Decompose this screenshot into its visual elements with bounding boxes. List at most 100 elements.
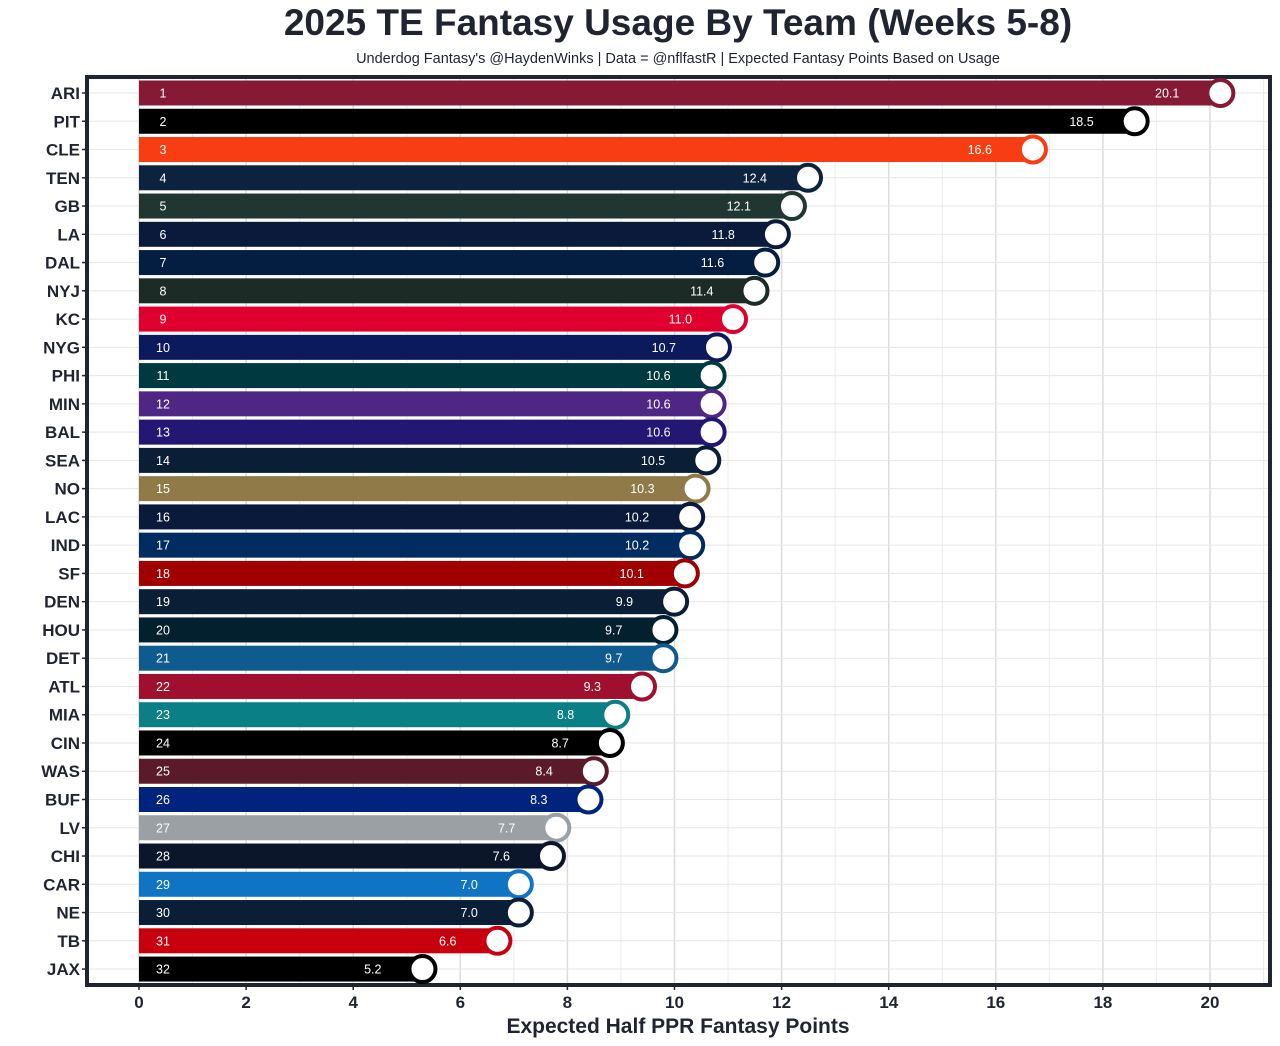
value-label: 9.9 (616, 595, 633, 609)
bar-chi (139, 843, 546, 869)
team-logo-icon (793, 162, 824, 193)
team-logo-icon (760, 219, 791, 250)
bar-lac (139, 504, 686, 530)
rank-label: 30 (156, 906, 170, 920)
team-label: LV (60, 819, 81, 838)
rank-label: 4 (160, 171, 167, 185)
team-logo-icon (701, 332, 732, 363)
team-logo-icon (573, 784, 604, 815)
team-logo-icon (776, 191, 807, 222)
x-tick-label: 20 (1201, 993, 1220, 1012)
team-logo-icon (680, 473, 711, 504)
rank-label: 26 (156, 793, 170, 807)
team-logo-icon (503, 897, 534, 928)
team-label: DET (46, 649, 81, 668)
rank-label: 32 (156, 963, 170, 977)
bar-phi (139, 363, 707, 389)
value-label: 8.7 (551, 736, 568, 750)
value-label: 12.4 (743, 171, 767, 185)
rank-label: 2 (160, 115, 167, 129)
value-label: 10.1 (620, 567, 644, 581)
bar-sea (139, 447, 702, 473)
team-label: TEN (46, 169, 80, 188)
rank-label: 5 (160, 200, 167, 214)
team-label: HOU (42, 621, 80, 640)
value-label: 11.8 (711, 228, 734, 242)
rank-label: 15 (156, 482, 170, 496)
x-tick-label: 16 (986, 993, 1005, 1012)
team-logo-icon (535, 841, 566, 872)
team-logo-icon (669, 558, 700, 589)
team-logo-icon (648, 614, 679, 645)
value-label: 10.6 (646, 426, 670, 440)
rank-label: 1 (160, 87, 167, 101)
value-label: 18.5 (1069, 115, 1093, 129)
value-label: 20.1 (1155, 87, 1179, 101)
team-logo-icon (718, 304, 749, 335)
team-logo-icon (696, 360, 727, 391)
value-label: 9.7 (605, 623, 622, 637)
team-label: LA (57, 225, 80, 244)
bar-hou (139, 617, 659, 643)
team-label: CLE (46, 141, 80, 160)
value-label: 9.3 (584, 680, 601, 694)
team-logo-icon (648, 643, 679, 674)
value-label: 10.7 (652, 341, 676, 355)
team-label: PIT (54, 112, 81, 131)
bar-ind (139, 532, 686, 558)
bar-tb (139, 928, 493, 954)
value-label: 7.0 (460, 906, 477, 920)
value-label: 11.6 (701, 256, 724, 270)
chart-title: 2025 TE Fantasy Usage By Team (Weeks 5-8… (283, 2, 1073, 43)
team-label: DAL (45, 254, 80, 273)
team-label: IND (51, 536, 80, 555)
value-label: 11.0 (669, 313, 692, 327)
rank-label: 22 (156, 680, 170, 694)
rank-label: 10 (156, 341, 170, 355)
team-label: GB (55, 197, 81, 216)
x-tick-label: 10 (665, 993, 684, 1012)
value-label: 8.4 (535, 765, 552, 779)
team-logo-icon (659, 586, 690, 617)
team-label: ATL (48, 677, 80, 696)
value-label: 7.7 (498, 821, 515, 835)
team-logo-icon (594, 727, 625, 758)
rank-label: 6 (160, 228, 167, 242)
team-logo-icon (739, 275, 770, 306)
value-label: 7.0 (460, 878, 477, 892)
team-logo-icon (407, 954, 438, 985)
bar-dal (139, 250, 761, 276)
rank-label: 29 (156, 878, 170, 892)
value-label: 10.6 (646, 369, 670, 383)
x-tick-label: 6 (456, 993, 465, 1012)
team-logo-icon (675, 501, 706, 532)
team-logo-icon (750, 247, 781, 278)
team-label: BAL (45, 423, 80, 442)
team-label: LAC (45, 508, 80, 527)
team-label: ARI (51, 84, 80, 103)
bar-la (139, 221, 771, 247)
value-label: 10.3 (630, 482, 654, 496)
team-logo-icon (503, 869, 534, 900)
team-logo-icon (600, 699, 631, 730)
bar-jax (139, 956, 418, 982)
rank-label: 3 (160, 143, 167, 157)
bar-cle (139, 137, 1028, 163)
x-tick-label: 8 (563, 993, 572, 1012)
team-label: MIA (49, 706, 80, 725)
team-label: PHI (52, 367, 80, 386)
bar-det (139, 645, 659, 671)
bar-pit (139, 108, 1130, 134)
x-tick-label: 2 (241, 993, 250, 1012)
team-logo-icon (675, 530, 706, 561)
rank-label: 17 (156, 539, 170, 553)
bar-lv (139, 815, 552, 841)
team-label: SEA (45, 451, 80, 470)
rank-label: 8 (160, 284, 167, 298)
team-label: NO (55, 480, 81, 499)
bar-min (139, 391, 707, 417)
team-logo-icon (1205, 78, 1236, 108)
rank-label: 11 (157, 369, 170, 383)
